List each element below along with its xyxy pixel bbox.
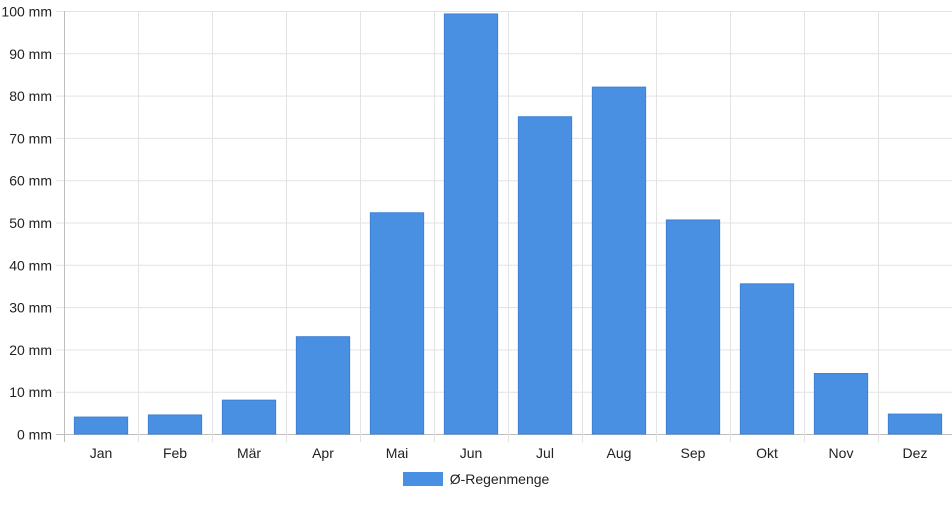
x-tick-label: Jun	[460, 445, 483, 461]
x-tick-label: Jul	[536, 445, 554, 461]
legend-label: Ø-Regenmenge	[449, 471, 550, 487]
bar[interactable]	[665, 219, 721, 435]
bar[interactable]	[517, 116, 573, 435]
y-tick-label: 80 mm	[9, 88, 52, 104]
x-tick-label: Sep	[681, 445, 706, 461]
y-tick-label: 0 mm	[17, 427, 52, 443]
y-axis-ticks: 0 mm 10 mm 20 mm 30 mm 40 mm 50 mm 60 mm 70 mm 8…	[1, 4, 52, 443]
legend: Ø-Regenmenge	[0, 471, 952, 487]
x-tick-label: Mai	[386, 445, 409, 461]
y-tick-label: 70 mm	[9, 130, 52, 146]
x-tick-label: Dez	[903, 445, 928, 461]
bar[interactable]	[443, 13, 499, 435]
y-tick-label: 30 mm	[9, 300, 52, 316]
y-tick-label: 20 mm	[9, 342, 52, 358]
bar[interactable]	[73, 416, 129, 435]
bar[interactable]	[887, 413, 943, 435]
x-tick-label: Nov	[829, 445, 854, 461]
bar[interactable]	[147, 414, 203, 435]
x-tick-label: Feb	[163, 445, 187, 461]
bars	[73, 13, 943, 435]
y-tick-label: 90 mm	[9, 46, 52, 62]
y-tick-label: 100 mm	[1, 4, 52, 20]
bar[interactable]	[221, 399, 277, 435]
y-tick-label: 40 mm	[9, 257, 52, 273]
grid	[56, 11, 952, 442]
legend-swatch	[402, 472, 443, 486]
y-tick-label: 10 mm	[9, 384, 52, 400]
bar[interactable]	[739, 283, 795, 435]
x-axis-ticks: Jan Feb Mär Apr Mai Jun Jul Aug Sep Okt Nov Dez	[90, 445, 928, 461]
x-tick-label: Jan	[90, 445, 113, 461]
x-tick-label: Aug	[607, 445, 632, 461]
x-tick-label: Okt	[756, 445, 778, 461]
bar[interactable]	[369, 212, 425, 435]
bar[interactable]	[295, 336, 351, 435]
y-tick-label: 50 mm	[9, 215, 52, 231]
y-tick-label: 60 mm	[9, 173, 52, 189]
x-tick-label: Apr	[312, 445, 334, 461]
x-tick-label: Mär	[237, 445, 261, 461]
bar[interactable]	[813, 373, 869, 435]
bar[interactable]	[591, 86, 647, 435]
